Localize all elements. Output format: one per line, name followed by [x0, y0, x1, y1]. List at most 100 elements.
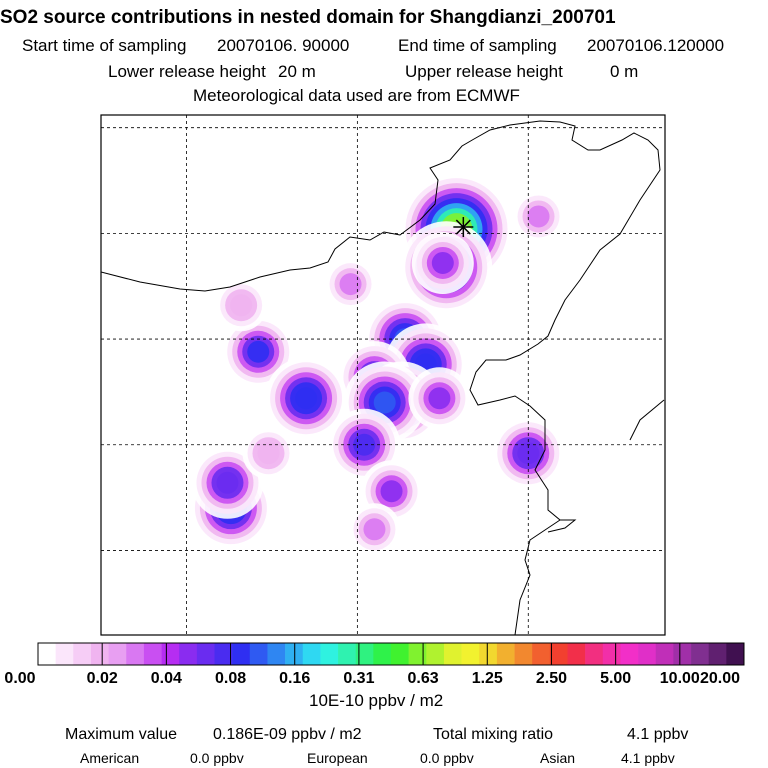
colorbar-cell — [479, 643, 498, 665]
colorbar-cell — [338, 643, 356, 665]
colorbar — [37, 642, 745, 666]
european-label: European — [307, 750, 368, 766]
colorbar-cell — [655, 643, 674, 665]
grid-layer — [101, 115, 665, 635]
lower-release-label: Lower release height — [108, 62, 266, 81]
coastline-layer — [101, 120, 665, 635]
plume — [411, 231, 474, 294]
max-value: 0.186E-09 ppbv / m2 — [213, 726, 362, 743]
colorbar-tick-label: 0.31 — [343, 670, 374, 687]
colorbar-cell — [73, 643, 92, 665]
colorbar-tick-label: 0.16 — [279, 670, 310, 687]
end-time-label: End time of sampling — [398, 36, 557, 55]
map-chart: 0.00 0.02 0.04 0.08 0.16 0.31 0.63 1.25 2.50 5.00… — [4, 114, 745, 687]
colorbar-cell — [249, 643, 268, 665]
colorbar-cell — [179, 643, 198, 665]
coastline-path — [101, 120, 661, 635]
colorbar-cell — [620, 643, 639, 665]
plume-ring — [257, 442, 280, 465]
plume — [222, 315, 295, 388]
upper-release-label: Upper release height — [405, 62, 563, 81]
coastline-path — [547, 519, 577, 533]
colorbar-cell — [514, 643, 533, 665]
colorbar-tick-label: 10.00 — [660, 670, 700, 687]
receptor-marker — [453, 217, 474, 238]
max-value-label: Maximum value — [65, 726, 178, 743]
map-frame — [100, 114, 666, 636]
plume-layer — [189, 173, 565, 556]
colorbar-cell — [55, 643, 74, 665]
plume — [215, 279, 268, 332]
colorbar-cell — [461, 643, 480, 665]
colorbar-tick-label: 0.04 — [151, 670, 182, 687]
plume — [348, 503, 401, 556]
colorbar-tick-label: 0.00 — [4, 670, 35, 687]
colorbar-tick-label: 0.08 — [215, 670, 246, 687]
total-mixing-value: 4.1 ppbv — [627, 726, 689, 743]
plume-ring — [230, 294, 253, 317]
upper-release-value: 0 m — [610, 62, 639, 81]
plume-ring — [363, 518, 386, 541]
plume — [265, 357, 348, 440]
european-value: 0.0 ppbv — [420, 750, 474, 766]
chart-title: SO2 source contributions in nested domai… — [0, 7, 616, 28]
plume — [512, 190, 565, 243]
receptor-line — [455, 219, 471, 235]
colorbar-cell — [602, 643, 621, 665]
coastline-path — [629, 399, 665, 441]
colorbar-unit-label: 10E-10 ppbv / m2 — [309, 691, 444, 710]
colorbar-cell — [567, 643, 586, 665]
total-mixing-label: Total mixing ratio — [433, 726, 554, 743]
colorbar-cell — [267, 643, 286, 665]
colorbar-cell — [302, 643, 321, 665]
plume-ring — [353, 433, 376, 456]
colorbar-cell — [391, 643, 409, 665]
american-label: American — [80, 750, 140, 766]
asian-value: 4.1 ppbv — [621, 750, 675, 766]
end-time-value: 20070106.120000 — [587, 36, 725, 55]
colorbar-frame — [37, 642, 745, 666]
colorbar-cell — [443, 643, 462, 665]
colorbar-cell — [426, 643, 445, 665]
colorbar-tick-label: 5.00 — [600, 670, 631, 687]
colorbar-tick-label: 20.00 — [700, 670, 740, 687]
colorbar-cell — [108, 643, 127, 665]
colorbar-cell — [285, 643, 304, 665]
colorbar-cell — [38, 643, 56, 665]
plume — [408, 367, 471, 430]
colorbar-tick-labels: 0.00 0.02 0.04 0.08 0.16 0.31 0.63 1.25 2.50 5.00… — [4, 670, 740, 687]
colorbar-cell — [143, 643, 162, 665]
met-data-line: Meteorological data used are from ECMWF — [193, 86, 520, 105]
colorbar-cell — [496, 643, 515, 665]
plume-ring — [216, 471, 239, 494]
colorbar-cell — [232, 643, 251, 665]
lower-release-value: 20 m — [278, 62, 316, 81]
colorbar-cell — [355, 643, 374, 665]
plume-ring — [247, 340, 270, 363]
plume-ring — [339, 273, 362, 296]
start-time-label: Start time of sampling — [22, 36, 187, 55]
colorbar-cell — [638, 643, 657, 665]
start-time-value: 20070106. 90000 — [217, 36, 350, 55]
colorbar-cell — [320, 643, 339, 665]
plume — [242, 427, 295, 480]
plume-ring — [295, 387, 318, 410]
colorbar-cell — [373, 643, 392, 665]
colorbar-tick-label: 2.50 — [536, 670, 567, 687]
colorbar-cell — [585, 643, 604, 665]
colorbar-tick-label: 1.25 — [472, 670, 503, 687]
colorbar-cell — [90, 643, 109, 665]
colorbar-cell — [532, 643, 551, 665]
colorbar-tick-label: 0.02 — [87, 670, 118, 687]
asian-label: Asian — [540, 750, 576, 766]
colorbar-cell — [673, 643, 692, 665]
colorbar-cell — [196, 643, 215, 665]
colorbar-cell — [549, 643, 568, 665]
plume — [324, 258, 377, 311]
colorbar-cell — [214, 643, 233, 665]
colorbar-tick-label: 0.63 — [408, 670, 439, 687]
plume-ring — [527, 205, 550, 228]
colorbar-cell — [708, 643, 727, 665]
plume-ring — [428, 387, 451, 410]
american-value: 0.0 ppbv — [190, 750, 244, 766]
